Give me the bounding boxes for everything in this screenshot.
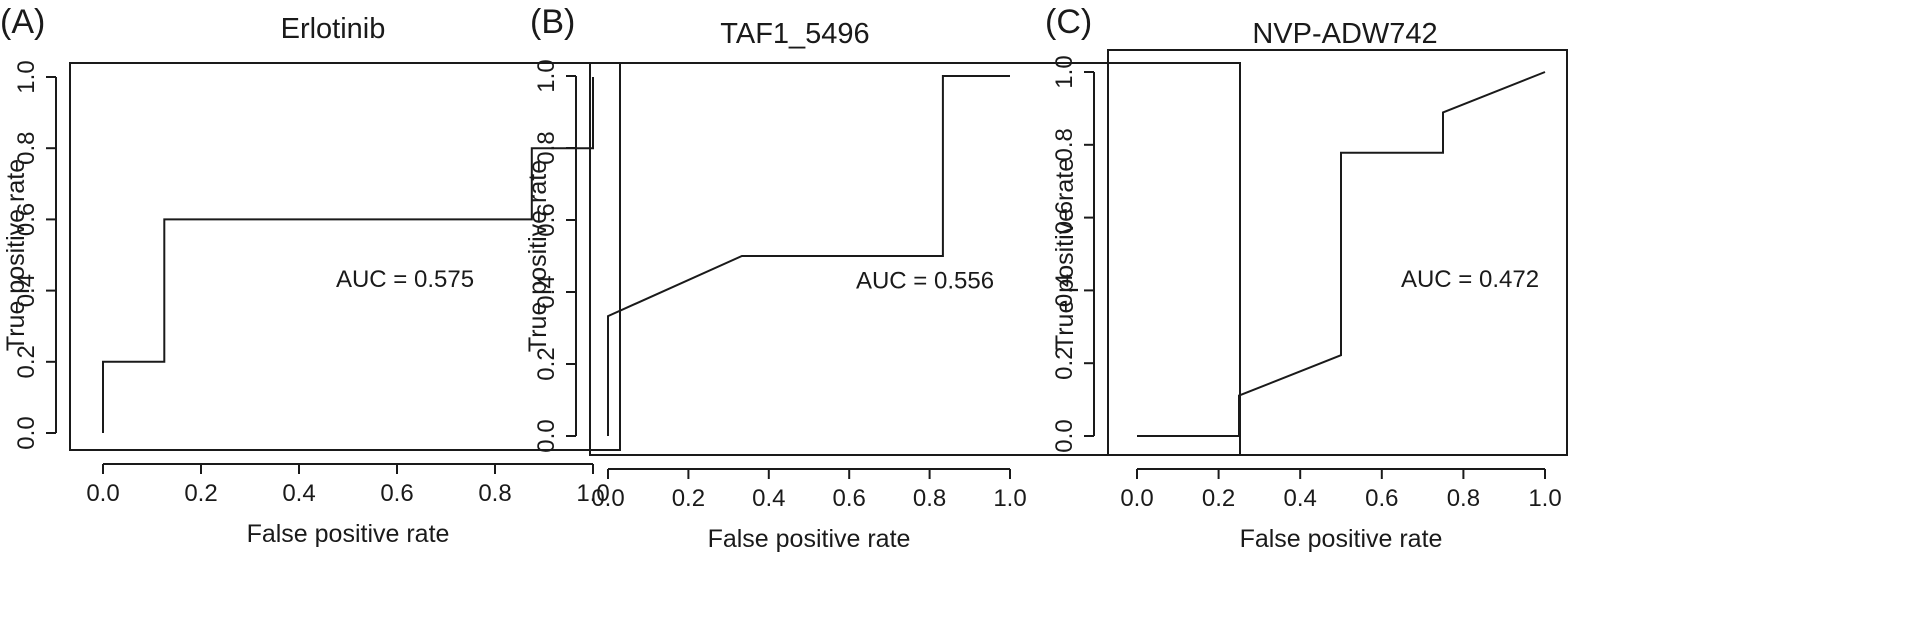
y-axis-label: True positive rate xyxy=(2,159,30,351)
y-tick-label: 1.0 xyxy=(1051,55,1078,88)
x-tick-label: 1.0 xyxy=(993,485,1026,512)
roc-curve xyxy=(607,75,1010,436)
x-tick-label: 0.2 xyxy=(672,485,705,512)
y-tick-label: 0.8 xyxy=(533,131,560,164)
plot-frame xyxy=(1107,49,1568,456)
x-tick-label: 0.8 xyxy=(913,485,946,512)
x-tick-label: 0.2 xyxy=(1202,485,1235,512)
panel-letter: (B) xyxy=(530,3,575,41)
x-tick-label: 0.4 xyxy=(282,480,315,507)
y-tick-label: 0.6 xyxy=(533,203,560,236)
roc-panel-3: (C) NVP-ADW742 0.0 0.2 0.4 0.6 0.8 1.0 False pos… xyxy=(1045,3,1568,553)
auc-annotation: AUC = 0.472 xyxy=(1401,266,1539,293)
auc-annotation: AUC = 0.575 xyxy=(336,266,474,293)
x-tick-label: 1.0 xyxy=(1528,485,1561,512)
panel-letter: (C) xyxy=(1045,3,1092,41)
plot-frame xyxy=(589,62,1241,456)
y-tick-label: 1.0 xyxy=(533,59,560,92)
x-axis-label: False positive rate xyxy=(1240,525,1443,553)
roc-curve xyxy=(1137,71,1546,437)
x-tick-label: 1.0 xyxy=(576,480,609,507)
x-tick-label: 0.8 xyxy=(1447,485,1480,512)
y-tick-label: 0.2 xyxy=(13,345,40,378)
y-tick-label: 0.2 xyxy=(1051,347,1078,380)
x-tick-label: 0.0 xyxy=(86,480,119,507)
y-tick-label: 0.4 xyxy=(13,274,40,307)
x-tick-label: 0.4 xyxy=(752,485,785,512)
y-tick-label: 0.4 xyxy=(1051,274,1078,307)
x-axis-label: False positive rate xyxy=(247,520,450,548)
chart-title: Erlotinib xyxy=(281,13,386,45)
x-axis-label: False positive rate xyxy=(708,525,911,553)
chart-title: TAF1_5496 xyxy=(720,18,869,50)
y-tick-label: 0.0 xyxy=(1051,419,1078,452)
y-axis-label: True positive rate xyxy=(524,160,552,352)
roc-curve xyxy=(102,77,594,433)
roc-panel-1: (A) Erlotinib 0.0 0.2 0.4 0.6 0.8 1.0 False posi… xyxy=(0,3,621,548)
y-tick-label: 0.2 xyxy=(533,347,560,380)
y-tick-label: 0.6 xyxy=(1051,201,1078,234)
y-tick-label: 0.0 xyxy=(13,416,40,449)
chart-title: NVP-ADW742 xyxy=(1252,18,1437,50)
y-axis-label: True positive rate xyxy=(1051,158,1079,350)
x-tick-label: 0.0 xyxy=(1120,485,1153,512)
x-tick-label: 0.8 xyxy=(478,480,511,507)
plot-frame xyxy=(69,62,621,451)
panel-letter: (A) xyxy=(0,3,45,41)
auc-annotation: AUC = 0.556 xyxy=(856,267,994,294)
y-tick-label: 0.8 xyxy=(13,132,40,165)
x-tick-label: 0.6 xyxy=(380,480,413,507)
x-tick-label: 0.6 xyxy=(1365,485,1398,512)
y-tick-label: 1.0 xyxy=(13,60,40,93)
x-tick-label: 0.4 xyxy=(1284,485,1317,512)
x-tick-label: 0.6 xyxy=(833,485,866,512)
x-tick-label: 0.0 xyxy=(591,485,624,512)
x-tick-label: 0.2 xyxy=(184,480,217,507)
y-tick-label: 0.8 xyxy=(1051,128,1078,161)
y-tick-label: 0.6 xyxy=(13,203,40,236)
roc-panel-2: (B) TAF1_5496 0.0 0.2 0.4 0.6 0.8 1.0 False posi… xyxy=(524,3,1241,553)
y-tick-label: 0.0 xyxy=(533,419,560,452)
y-tick-label: 0.4 xyxy=(533,275,560,308)
